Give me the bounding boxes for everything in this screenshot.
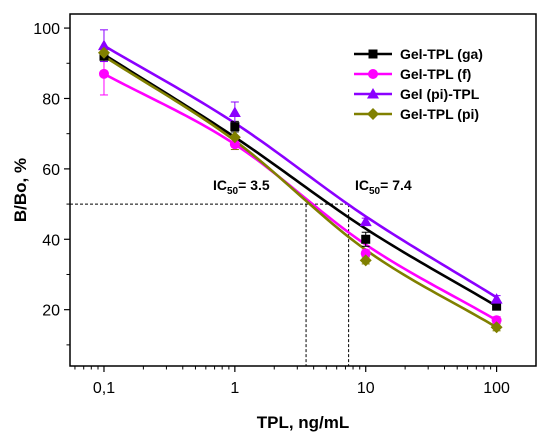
y-tick-label: 100 <box>33 21 60 38</box>
data-point <box>230 122 240 132</box>
data-point <box>359 215 372 227</box>
x-axis-title: TPL, ng/mL <box>257 413 350 432</box>
data-point <box>492 301 502 311</box>
x-tick-label: 100 <box>483 380 510 397</box>
fit-curve <box>103 44 498 299</box>
y-axis-title: B/Bo, % <box>11 158 30 222</box>
x-tick-label: 10 <box>357 380 375 397</box>
data-point <box>490 293 503 304</box>
data-point <box>490 321 503 334</box>
ic50-label: IC50= 3.5 <box>213 177 270 197</box>
data-point <box>229 139 240 150</box>
tick-labels: 0,1 1 10 100 20 40 60 80 100 <box>33 21 510 397</box>
data-point <box>98 68 109 79</box>
data-point <box>491 315 502 326</box>
legend-label: Gel-TPL (ga) <box>400 46 483 62</box>
y-tick-label: 80 <box>42 91 60 108</box>
legend-marker <box>368 49 378 59</box>
data-point <box>228 131 241 144</box>
fit-curve <box>103 53 498 308</box>
y-tick-label: 40 <box>42 232 60 249</box>
reference-lines <box>70 203 350 366</box>
data-point <box>97 39 110 51</box>
plot-frame <box>69 13 537 367</box>
axis-ticks <box>64 27 498 372</box>
data-points <box>97 39 503 334</box>
legend-marker <box>368 69 378 79</box>
data-point <box>228 106 241 118</box>
ic50-label: IC50= 7.4 <box>355 177 412 197</box>
legend-marker <box>367 88 379 99</box>
legend: Gel-TPL (ga) Gel-TPL (f) Gel (pi)-TPL Gel-T… <box>354 46 483 122</box>
data-point <box>97 46 110 59</box>
legend-label: Gel (pi)-TPL <box>400 86 480 102</box>
y-tick-label: 60 <box>42 162 60 179</box>
legend-label: Gel-TPL (pi) <box>400 106 479 122</box>
data-point <box>361 234 371 244</box>
legend-marker <box>367 108 379 120</box>
y-tick-label: 20 <box>42 303 60 320</box>
data-point <box>359 254 372 267</box>
ic50-annotations: IC50= 3.5 IC50= 7.4 <box>213 177 412 197</box>
x-tick-label: 1 <box>230 380 239 397</box>
x-tick-label: 0,1 <box>93 380 115 397</box>
legend-label: Gel-TPL (f) <box>400 66 471 82</box>
fit-curves <box>103 44 498 329</box>
data-point <box>360 248 371 259</box>
fit-curve <box>103 55 498 329</box>
